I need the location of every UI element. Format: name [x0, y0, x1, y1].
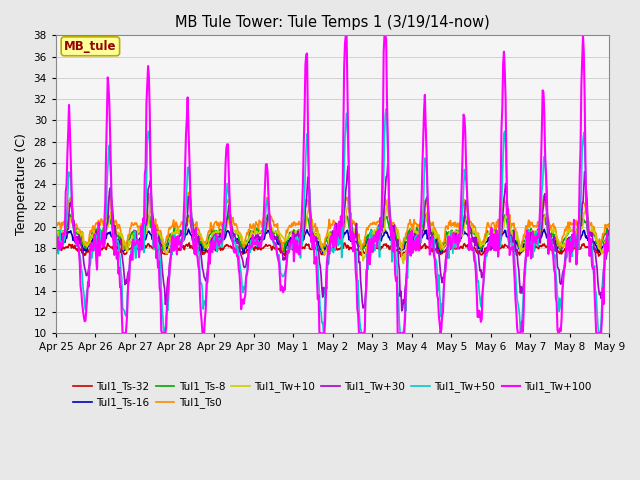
Tul1_Ts-32: [186, 240, 193, 246]
Line: Tul1_Ts-32: Tul1_Ts-32: [56, 243, 640, 257]
Tul1_Ts-16: [425, 237, 433, 242]
Tul1_Ts-16: [620, 225, 628, 231]
Tul1_Ts-8: [444, 232, 451, 238]
Tul1_Ts-8: [216, 226, 223, 232]
Text: MB_tule: MB_tule: [64, 40, 116, 53]
Line: Tul1_Tw+50: Tul1_Tw+50: [56, 109, 640, 333]
Tul1_Ts-16: [124, 246, 131, 252]
Tul1_Ts0: [444, 224, 451, 230]
Line: Tul1_Ts-8: Tul1_Ts-8: [56, 215, 640, 252]
Tul1_Tw+50: [216, 237, 223, 242]
Tul1_Ts0: [52, 219, 60, 225]
Tul1_Ts-16: [63, 236, 70, 241]
Tul1_Tw+10: [444, 237, 451, 243]
Tul1_Tw+30: [124, 273, 131, 279]
Tul1_Tw+100: [426, 252, 434, 257]
Tul1_Tw+30: [444, 246, 451, 252]
Y-axis label: Temperature (C): Temperature (C): [15, 133, 28, 235]
Tul1_Tw+10: [399, 261, 407, 266]
Tul1_Tw+50: [426, 238, 434, 243]
Tul1_Ts-32: [184, 243, 191, 249]
Tul1_Ts-32: [52, 243, 60, 249]
Tul1_Tw+100: [125, 272, 132, 278]
Tul1_Tw+10: [426, 219, 434, 225]
Tul1_Ts-8: [52, 234, 60, 240]
Tul1_Ts-32: [397, 254, 405, 260]
Tul1_Tw+50: [124, 290, 131, 296]
Tul1_Ts0: [184, 190, 192, 195]
Tul1_Tw+30: [426, 225, 434, 230]
Tul1_Ts0: [124, 237, 131, 242]
Tul1_Ts0: [63, 219, 70, 225]
Tul1_Ts-16: [215, 237, 223, 242]
Tul1_Ts-8: [125, 238, 132, 244]
Tul1_Ts-8: [63, 226, 70, 231]
Tul1_Ts-16: [184, 229, 191, 235]
Tul1_Ts-16: [240, 250, 248, 256]
Line: Tul1_Tw+30: Tul1_Tw+30: [56, 164, 640, 311]
Tul1_Ts-32: [444, 245, 451, 251]
Tul1_Tw+50: [444, 254, 451, 260]
Tul1_Ts-32: [216, 245, 223, 251]
Tul1_Tw+50: [184, 164, 192, 170]
Tul1_Tw+10: [124, 249, 131, 254]
Tul1_Tw+30: [52, 233, 60, 239]
Tul1_Ts0: [426, 221, 434, 227]
Tul1_Ts-8: [65, 212, 73, 217]
Tul1_Ts-8: [184, 213, 192, 218]
Tul1_Ts-32: [426, 246, 434, 252]
Tul1_Tw+10: [385, 196, 392, 202]
Tul1_Tw+30: [215, 237, 223, 243]
Tul1_Tw+50: [52, 241, 60, 247]
Tul1_Tw+50: [63, 214, 70, 220]
Tul1_Tw+10: [184, 221, 191, 227]
Tul1_Ts-16: [442, 241, 450, 247]
Tul1_Tw+30: [63, 232, 70, 238]
Title: MB Tule Tower: Tule Temps 1 (3/19/14-now): MB Tule Tower: Tule Temps 1 (3/19/14-now…: [175, 15, 490, 30]
Tul1_Tw+100: [52, 248, 60, 253]
Tul1_Tw+10: [52, 226, 60, 232]
Tul1_Tw+50: [160, 330, 168, 336]
Tul1_Tw+30: [398, 308, 406, 314]
Tul1_Ts-32: [63, 245, 70, 251]
Tul1_Tw+30: [184, 209, 191, 215]
Tul1_Ts-32: [124, 247, 131, 253]
Tul1_Ts-8: [426, 230, 434, 236]
Tul1_Ts0: [186, 196, 193, 202]
Tul1_Tw+100: [184, 123, 192, 129]
Tul1_Ts0: [161, 249, 168, 254]
Tul1_Tw+10: [63, 227, 70, 233]
Tul1_Tw+100: [63, 182, 70, 188]
Tul1_Tw+100: [118, 330, 126, 336]
Tul1_Ts-8: [280, 249, 288, 255]
Tul1_Tw+30: [384, 161, 392, 167]
Tul1_Tw+100: [444, 255, 451, 261]
Tul1_Tw+100: [216, 240, 223, 246]
Line: Tul1_Tw+10: Tul1_Tw+10: [56, 199, 640, 264]
Tul1_Ts0: [217, 219, 225, 225]
Tul1_Tw+50: [382, 106, 390, 112]
Tul1_Ts-16: [52, 240, 60, 245]
Line: Tul1_Ts-16: Tul1_Ts-16: [56, 228, 640, 253]
Line: Tul1_Ts0: Tul1_Ts0: [56, 192, 640, 252]
Line: Tul1_Tw+100: Tul1_Tw+100: [56, 36, 640, 333]
Tul1_Tw+100: [342, 33, 349, 38]
Tul1_Tw+10: [215, 229, 223, 235]
Legend: Tul1_Ts-32, Tul1_Ts-16, Tul1_Ts-8, Tul1_Ts0, Tul1_Tw+10, Tul1_Tw+30, Tul1_Tw+50,: Tul1_Ts-32, Tul1_Ts-16, Tul1_Ts-8, Tul1_…: [69, 377, 596, 412]
